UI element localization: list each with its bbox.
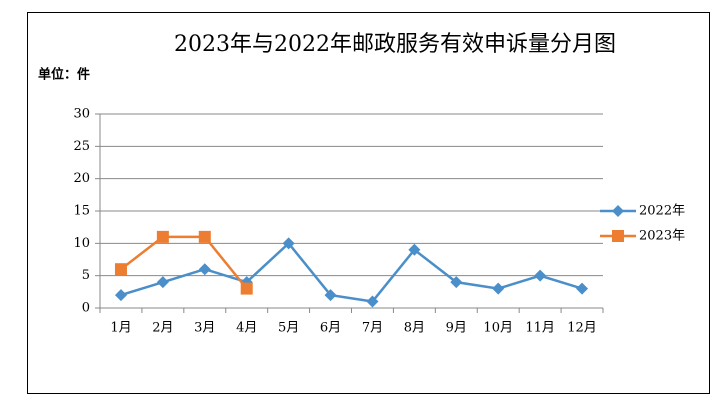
data-point (198, 263, 211, 276)
y-tick-label: 0 (82, 301, 90, 316)
data-point (324, 289, 337, 302)
data-point (534, 269, 547, 282)
x-tick-label: 8月 (404, 321, 425, 336)
chart-title: 2023年与2022年邮政服务有效申诉量分月图 (174, 32, 616, 57)
data-point (492, 282, 505, 295)
legend-marker (612, 205, 624, 217)
x-tick-label: 1月 (110, 321, 131, 336)
x-tick-label: 4月 (236, 321, 257, 336)
series-line (120, 235, 248, 290)
y-tick-label: 20 (73, 171, 90, 186)
y-tick-label: 25 (73, 139, 90, 154)
data-point (450, 276, 463, 289)
legend-label: 2023年 (639, 229, 685, 244)
y-tick-label: 10 (73, 236, 90, 251)
x-tick-label: 10月 (483, 321, 513, 336)
legend-marker (612, 230, 624, 242)
data-point (198, 230, 211, 243)
legend-label: 2022年 (639, 204, 685, 219)
data-point (114, 263, 127, 276)
series-line (120, 241, 583, 303)
data-point (114, 289, 127, 302)
y-tick-label: 15 (73, 204, 90, 219)
x-tick-label: 6月 (320, 321, 341, 336)
data-point (282, 237, 295, 250)
data-point (240, 282, 253, 295)
x-tick-label: 11月 (525, 321, 555, 336)
x-tick-label: 3月 (194, 321, 215, 336)
data-point (366, 295, 379, 308)
y-tick-label: 5 (82, 268, 90, 283)
data-point (156, 276, 169, 289)
data-point (408, 243, 421, 256)
x-tick-label: 2月 (152, 321, 173, 336)
data-point (156, 230, 169, 243)
y-tick-label: 30 (73, 107, 90, 122)
chart-border (27, 12, 710, 394)
unit-label: 单位：件 (38, 67, 90, 83)
x-tick-label: 12月 (567, 321, 597, 336)
x-tick-label: 7月 (362, 321, 383, 336)
data-point (576, 282, 589, 295)
x-tick-label: 9月 (446, 321, 467, 336)
x-tick-label: 5月 (278, 321, 299, 336)
